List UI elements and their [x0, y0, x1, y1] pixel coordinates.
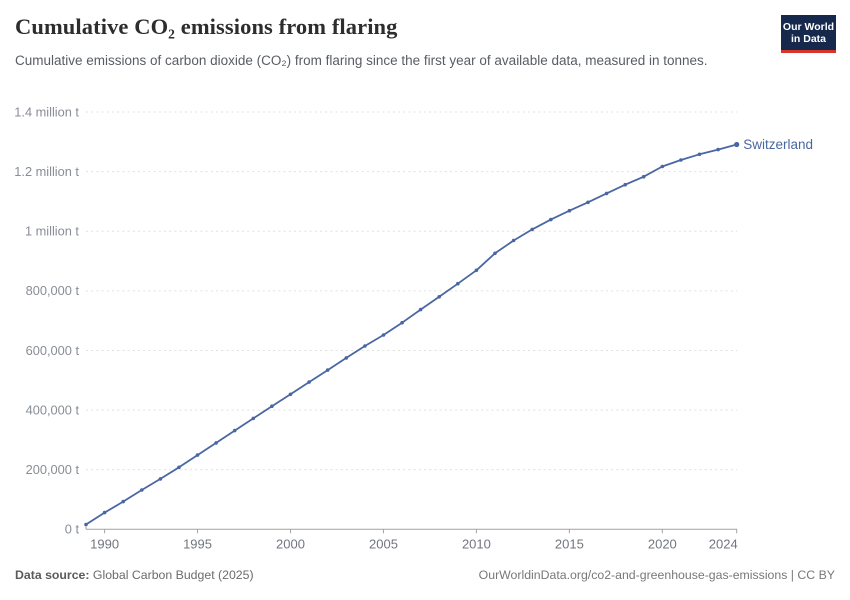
- series-point[interactable]: [381, 333, 386, 337]
- y-tick-label: 0 t: [65, 522, 80, 537]
- series-point[interactable]: [493, 251, 497, 256]
- series-point[interactable]: [623, 182, 627, 187]
- series-point[interactable]: [716, 147, 720, 152]
- series-point[interactable]: [679, 158, 683, 162]
- series-point[interactable]: [251, 416, 256, 421]
- series-point[interactable]: [400, 320, 404, 325]
- x-tick-label: 1990: [90, 536, 119, 551]
- series-point[interactable]: [604, 191, 609, 196]
- series-point[interactable]: [530, 227, 534, 232]
- y-tick-label: 600,000 t: [26, 343, 80, 358]
- series-point[interactable]: [641, 174, 646, 179]
- chart-subtitle: Cumulative emissions of carbon dioxide (…: [15, 53, 708, 68]
- series-point[interactable]: [437, 295, 442, 299]
- owid-logo-line1: Our World: [782, 20, 835, 33]
- chart-footer: Data source: Global Carbon Budget (2025)…: [15, 568, 835, 582]
- x-tick-label: 2020: [648, 536, 677, 551]
- x-tick-label: 2005: [369, 536, 398, 551]
- data-source-label: Data source:: [15, 568, 90, 582]
- series-point[interactable]: [474, 268, 479, 273]
- x-tick-label: 2024: [709, 536, 738, 551]
- owid-logo-line2: in Data: [790, 32, 826, 45]
- series-point[interactable]: [697, 152, 702, 157]
- chart-title: Cumulative CO₂ emissions from flaring: [15, 14, 398, 39]
- series-point[interactable]: [734, 141, 740, 148]
- series-line-switzerland[interactable]: [85, 143, 738, 526]
- y-tick-label: 1 million t: [25, 224, 79, 239]
- series-point[interactable]: [567, 208, 572, 213]
- data-source[interactable]: Data source: Global Carbon Budget (2025): [15, 568, 254, 582]
- series-point[interactable]: [549, 217, 553, 222]
- y-tick-label: 400,000 t: [26, 402, 80, 417]
- series-point[interactable]: [307, 380, 311, 384]
- series-point[interactable]: [158, 477, 163, 481]
- series-point[interactable]: [195, 453, 200, 457]
- x-tick-label: 1995: [183, 536, 212, 551]
- y-tick-label: 800,000 t: [26, 283, 80, 298]
- series-point[interactable]: [232, 428, 237, 433]
- series-point[interactable]: [102, 510, 107, 515]
- series-point[interactable]: [363, 344, 367, 348]
- series-point[interactable]: [344, 356, 349, 360]
- entity-label-switzerland[interactable]: Switzerland: [743, 137, 813, 152]
- y-tick-label: 200,000 t: [26, 462, 80, 477]
- series-point[interactable]: [214, 441, 218, 445]
- series-point[interactable]: [418, 307, 423, 312]
- x-tick-label: 2015: [555, 536, 584, 551]
- series-point[interactable]: [511, 238, 516, 243]
- y-tick-label: 1.2 million t: [14, 164, 79, 179]
- owid-logo[interactable]: Our World in Data: [781, 15, 836, 53]
- series-point[interactable]: [456, 281, 460, 286]
- series-point[interactable]: [84, 522, 88, 527]
- data-source-value: Global Carbon Budget (2025): [92, 568, 254, 582]
- y-tick-label: 1.4 million t: [14, 104, 79, 119]
- series-point[interactable]: [325, 368, 330, 372]
- series-point[interactable]: [586, 200, 590, 205]
- series-point[interactable]: [121, 499, 125, 504]
- credit-link[interactable]: OurWorldinData.org/co2-and-greenhouse-ga…: [478, 568, 835, 582]
- series-point[interactable]: [288, 392, 293, 397]
- series-point[interactable]: [270, 404, 274, 409]
- x-tick-label: 2000: [276, 536, 305, 551]
- series-point[interactable]: [140, 488, 144, 492]
- x-tick-label: 2010: [462, 536, 491, 551]
- series-point[interactable]: [177, 465, 181, 470]
- series-point[interactable]: [660, 164, 665, 169]
